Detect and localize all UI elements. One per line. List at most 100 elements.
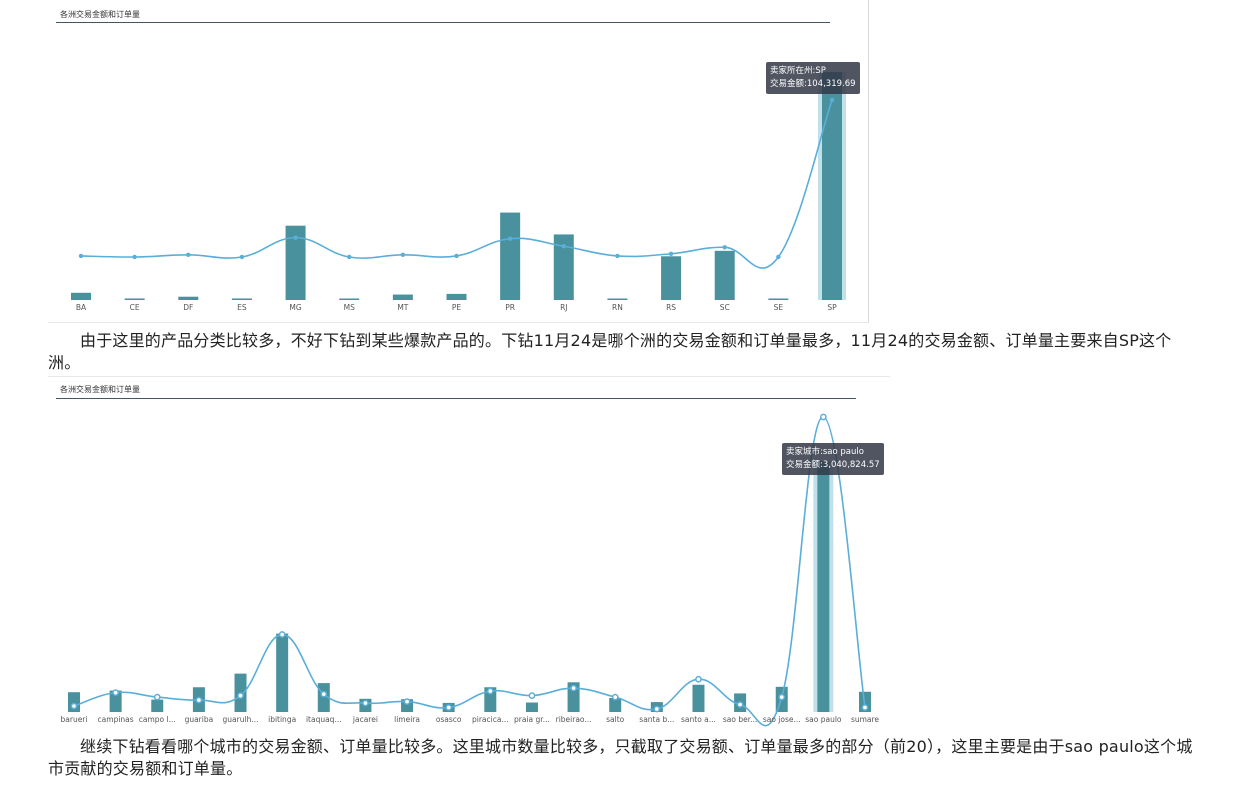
bar-MS	[339, 298, 360, 300]
chart-panel-states: 各洲交易金额和订单量 BA CE DF ES MG MS MT PE PR RJ RN RS SC SE S…	[48, 0, 869, 323]
line-point-sao paulo	[820, 413, 827, 421]
bar-line-chart-states[interactable]: BA CE DF ES MG MS MT PE PR RJ RN RS SC SE SP	[48, 0, 868, 322]
title-divider	[56, 398, 856, 399]
x-tick-label: CE	[130, 303, 140, 312]
bar-PE	[446, 293, 467, 300]
tooltip-line-state: 卖家所在州:SP	[770, 66, 826, 76]
line-point-ES	[239, 254, 245, 260]
x-tick-label: sao jose...	[763, 715, 801, 724]
chart-panel-cities: 各洲交易金额和订单量 barueri campinas campo l... guar…	[48, 376, 890, 727]
line-point-osasco	[445, 704, 453, 711]
x-tick-label: RJ	[560, 303, 567, 312]
line-point-salto	[611, 693, 619, 701]
line-point-RS	[668, 251, 674, 256]
x-tick-label: SE	[774, 303, 784, 312]
x-tick-label: RN	[612, 303, 623, 312]
bar-campo l...	[151, 699, 164, 712]
line-point-DF	[186, 252, 191, 258]
x-tick-label: RS	[666, 303, 676, 312]
bar-MG	[285, 225, 306, 300]
line-point-ibitinga	[278, 631, 286, 638]
x-tick-label: ibitinga	[268, 715, 296, 724]
x-tick-label: PR	[505, 303, 515, 312]
bar-salto	[609, 697, 622, 712]
x-tick-label: sao paulo	[805, 715, 842, 724]
bar-ES	[231, 298, 252, 300]
bar-DF	[178, 296, 199, 300]
line-point-PR	[507, 236, 513, 241]
x-tick-label: PE	[452, 303, 462, 312]
bar-SE	[768, 298, 789, 300]
line-series	[80, 99, 833, 269]
x-tick-label: campinas	[98, 715, 134, 724]
x-tick-label: piracica...	[472, 715, 509, 724]
chart-tooltip: 卖家所在州:SP 交易金额:104,319.69	[766, 62, 860, 94]
x-tick-label: MT	[397, 303, 408, 312]
bar-RJ	[553, 234, 574, 300]
x-tick-label: santo a...	[681, 715, 716, 724]
line-point-campinas	[112, 689, 119, 696]
x-tick-label: guariba	[185, 715, 214, 724]
x-tick-label: guarulh...	[223, 715, 259, 724]
bar-RS	[661, 256, 682, 300]
line-point-RN	[615, 253, 620, 259]
line-point-BA	[78, 253, 84, 259]
x-tick-label: sumare	[851, 715, 879, 724]
bar-SP	[822, 72, 842, 300]
tooltip-line-amount: 交易金额:104,319.69	[770, 79, 856, 89]
bar-praia gr...	[525, 702, 538, 712]
line-point-MT	[400, 252, 406, 258]
x-tick-label: ribeirao...	[556, 715, 592, 724]
x-tick-label: jacarei	[352, 715, 378, 724]
paragraph-1: 由于这里的产品分类比较多，不好下钻到某些爆款产品的。下钻11月24是哪个洲的交易…	[48, 331, 1172, 372]
line-point-jacarei	[362, 699, 369, 707]
tooltip-line-amount: 交易金额:3,040,824.57	[786, 460, 880, 470]
bar-RN	[607, 298, 628, 300]
chart-tooltip: 卖家城市:sao paulo 交易金额:3,040,824.57	[782, 443, 884, 475]
line-point-campo l...	[153, 693, 161, 701]
bar-SC	[714, 250, 735, 300]
bar-PR	[500, 212, 521, 300]
line-point-piracica...	[486, 687, 494, 695]
x-tick-label: salto	[606, 715, 625, 724]
line-point-limeira	[403, 698, 411, 705]
line-point-SE	[776, 254, 781, 260]
line-point-SC	[722, 245, 727, 250]
line-series	[73, 416, 866, 727]
line-point-CE	[132, 254, 137, 260]
bar-campinas	[109, 690, 122, 712]
bar-line-chart-cities[interactable]: barueri campinas campo l... guariba guarulh.…	[48, 377, 890, 727]
line-point-sao ber...	[736, 701, 744, 708]
x-tick-label: praia gr...	[514, 715, 550, 724]
bar-ribeirao...	[567, 682, 580, 712]
line-point-RJ	[561, 244, 566, 249]
x-tick-label: SP	[827, 303, 837, 312]
bar-santo a...	[692, 684, 705, 712]
line-point-guarulh...	[237, 692, 244, 699]
x-tick-label: sao ber...	[723, 715, 757, 724]
line-point-itaquaq...	[320, 690, 328, 698]
chart-title: 各洲交易金额和订单量	[60, 385, 140, 394]
bar-sao paulo	[817, 461, 830, 712]
line-point-santo a...	[695, 675, 702, 683]
x-tick-label: santa b...	[639, 715, 674, 724]
x-tick-label: MG	[289, 303, 301, 312]
x-tick-label: MS	[344, 303, 355, 312]
title-divider	[56, 22, 830, 23]
x-tick-label: itaquaq...	[306, 715, 342, 724]
paragraph-2: 继续下钻看看哪个城市的交易金额、订单量比较多。这里城市数量比较多，只截取了交易额…	[48, 737, 1193, 778]
line-point-praia gr...	[528, 692, 536, 699]
x-tick-label: barueri	[61, 715, 88, 724]
line-point-santa b...	[653, 705, 661, 713]
line-point-PE	[454, 253, 459, 259]
x-tick-label: DF	[183, 303, 193, 312]
x-tick-label: SC	[720, 303, 730, 312]
bar-BA	[71, 292, 91, 300]
tooltip-line-city: 卖家城市:sao paulo	[786, 447, 864, 457]
bar-piracica...	[484, 687, 497, 712]
x-tick-label: limeira	[394, 715, 420, 724]
line-point-SP	[829, 97, 835, 103]
bar-ibitinga	[276, 633, 289, 712]
line-point-MG	[293, 235, 298, 240]
x-tick-label: ES	[237, 303, 247, 312]
